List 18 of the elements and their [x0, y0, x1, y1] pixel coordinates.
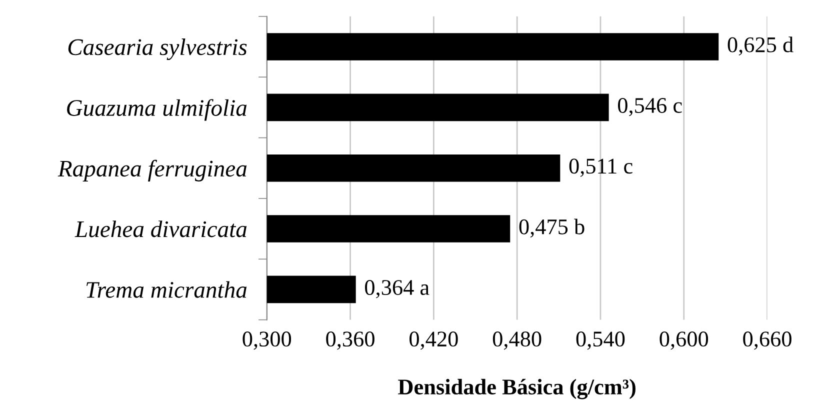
y-tick-label: Luehea divaricata [74, 220, 247, 238]
y-tick-label: Casearia sylvestris [68, 38, 247, 60]
x-tick-label: 0,660 [743, 332, 792, 350]
y-tick-label: Rapanea ferruginea [58, 160, 247, 182]
data-label: 0,475 b [519, 218, 584, 238]
data-label: 0,364 a [365, 280, 430, 298]
x-tick-label: 0,600 [660, 332, 708, 350]
data-label: 0,511 c [569, 158, 632, 177]
y-tick-label: Guazuma ulmifolia [67, 99, 247, 121]
y-tick-label: Trema micrantha [86, 281, 247, 298]
x-tick-label: 0,540 [576, 332, 625, 350]
x-axis-title: Densidade Básica (g/cm³) [398, 378, 636, 400]
x-tick-label: 0,360 [326, 332, 374, 350]
x-tick-label: 0,300 [242, 332, 292, 350]
x-tick-label: 0,480 [492, 332, 542, 350]
data-label: 0,546 c [618, 98, 682, 116]
data-label: 0,625 d [728, 36, 794, 56]
x-tick-label: 0,420 [410, 332, 458, 350]
